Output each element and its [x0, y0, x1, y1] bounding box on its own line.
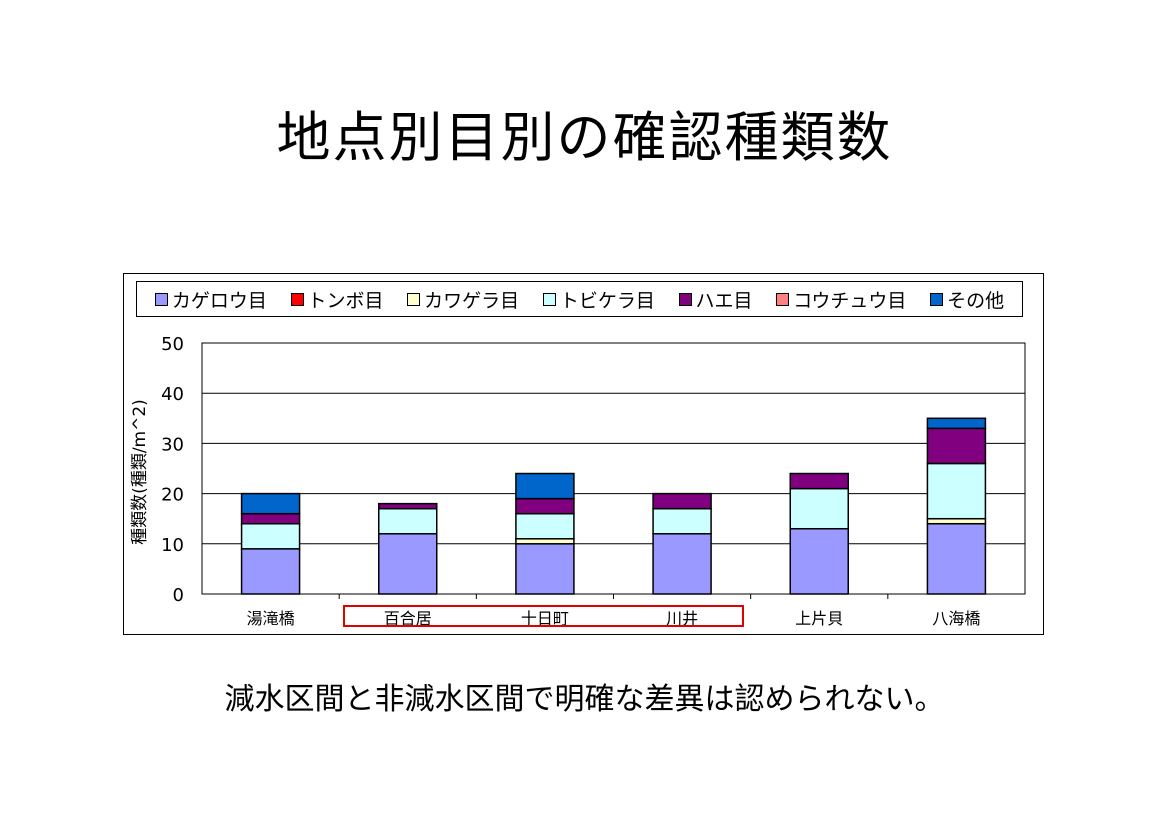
x-tick-label: 湯滝橋: [247, 609, 295, 628]
x-tick-label: 百合居: [384, 609, 432, 628]
legend-swatch: [678, 292, 692, 306]
bar-segment: [378, 533, 438, 595]
bar-segment: [515, 538, 575, 545]
bar-segment: [926, 427, 987, 465]
bar-segment: [378, 507, 438, 535]
bar-segment: [515, 497, 575, 515]
legend-item-tobikera: トビケラ目: [542, 286, 655, 313]
bar-segment: [652, 492, 712, 510]
bar-segment: [926, 517, 987, 525]
legend-label: トビケラ目: [559, 289, 655, 312]
y-tick-label: 40: [161, 384, 184, 405]
bar-segment: [240, 512, 301, 525]
legend-item-sonota: その他: [930, 286, 1004, 313]
legend-label: カワゲラ目: [424, 289, 520, 312]
x-tick-label: 川井: [666, 609, 698, 628]
bar-segment: [789, 527, 849, 595]
legend-swatch: [542, 292, 556, 306]
bar-segment: [378, 502, 438, 510]
legend-item-hae: ハエ目: [678, 286, 753, 313]
bar-segment: [926, 462, 987, 520]
plot-area: [201, 342, 1026, 595]
bar-segment: [240, 548, 301, 595]
chart-legend: カゲロウ目 トンボ目 カワゲラ目 トビケラ目 ハエ目 コウチュウ目 その他: [136, 281, 1023, 317]
legend-swatch: [407, 292, 421, 306]
legend-swatch: [776, 292, 790, 306]
bar-segment: [515, 512, 575, 540]
x-tick-label: 上片貝: [795, 609, 843, 628]
y-tick-label: 50: [161, 334, 184, 355]
y-tick-label: 30: [161, 434, 184, 455]
legend-swatch: [930, 292, 944, 306]
bar-segment: [652, 507, 712, 535]
bar-segment: [789, 472, 849, 490]
legend-label: カゲロウ目: [171, 289, 267, 312]
legend-item-kouchuu: コウチュウ目: [776, 286, 906, 313]
legend-item-kagerou: カゲロウ目: [154, 286, 267, 313]
bar-segment: [240, 492, 301, 515]
legend-label: トンボ目: [307, 289, 384, 312]
legend-item-kawagera: カワゲラ目: [407, 286, 519, 313]
reduced-flow-section-highlight: [343, 605, 744, 627]
legend-swatch: [290, 292, 304, 306]
y-tick-label: 0: [173, 585, 184, 606]
bar-segment: [926, 417, 987, 430]
legend-label: コウチュウ目: [793, 289, 907, 312]
x-tick-label: 十日町: [521, 609, 569, 628]
y-axis-label: 種類数(種類/m^2): [130, 399, 150, 545]
y-tick-label: 10: [161, 535, 184, 556]
bar-segment: [789, 487, 849, 530]
legend-label: その他: [947, 289, 1005, 312]
bar-segment: [515, 472, 575, 500]
y-tick-label: 20: [161, 485, 184, 506]
bar-segment: [652, 533, 712, 595]
legend-swatch: [154, 292, 168, 306]
bar-segment: [926, 522, 987, 595]
bar-segment: [240, 522, 301, 550]
bar-segment: [515, 543, 575, 595]
x-tick-label: 八海橋: [932, 609, 980, 628]
conclusion-text: 減水区間と非減水区間で明確な差異は認められない。: [224, 682, 945, 717]
legend-item-tonbo: トンボ目: [290, 286, 384, 313]
legend-label: ハエ目: [695, 289, 753, 312]
slide-title: 地点別目別の確認種類数: [276, 106, 893, 169]
